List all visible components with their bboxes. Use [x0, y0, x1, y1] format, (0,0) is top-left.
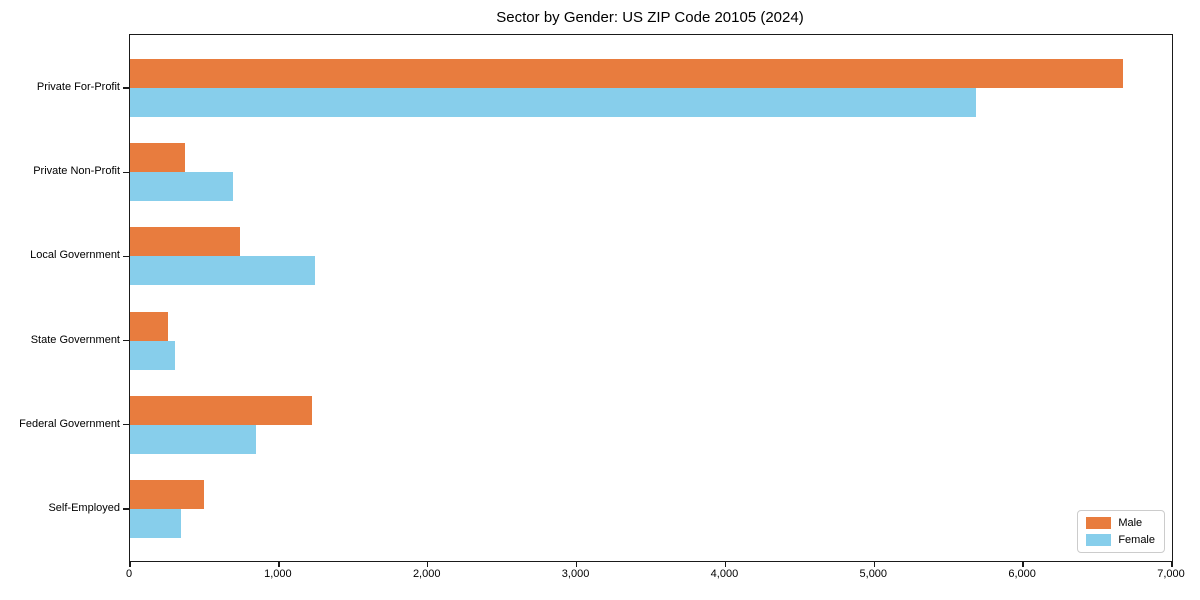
- y-tick-label: Self-Employed: [48, 502, 120, 514]
- bar: [130, 88, 976, 117]
- y-tick-label: State Government: [30, 333, 120, 346]
- x-tick-mark: [724, 562, 727, 567]
- x-tick-label: 0: [125, 568, 133, 580]
- x-tick-mark: [427, 562, 429, 567]
- x-tick-label: 4,000: [710, 568, 739, 580]
- bar: [130, 424, 256, 454]
- x-tick-mark: [129, 562, 131, 567]
- x-tick-mark: [575, 562, 578, 567]
- y-tick-mark: [122, 255, 129, 258]
- y-tick-label: Federal Government: [19, 417, 120, 430]
- x-tick-label: 2,000: [412, 568, 441, 580]
- y-tick-mark: [122, 339, 129, 342]
- y-tick-mark: [122, 171, 129, 173]
- legend-swatch: [1086, 517, 1112, 529]
- bar: [130, 143, 186, 173]
- y-tick-mark: [122, 87, 129, 89]
- bar: [130, 59, 1123, 88]
- x-tick-label: 7,000: [1157, 568, 1185, 580]
- legend-item-male: Male: [1086, 517, 1155, 529]
- x-tick-label: 6,000: [1008, 568, 1036, 580]
- bar: [130, 340, 175, 370]
- x-tick-label: 5,000: [859, 568, 888, 580]
- y-tick-mark: [122, 424, 129, 426]
- y-tick-label: Private For-Profit: [36, 81, 120, 93]
- plot-area: Male Female: [122, 34, 1173, 567]
- x-tick-label: 3,000: [561, 568, 590, 580]
- legend-item-female: Female: [1086, 534, 1155, 546]
- bar: [130, 509, 182, 538]
- legend-swatch: [1086, 534, 1112, 546]
- x-tick-mark: [873, 562, 875, 567]
- x-tick-mark: [1022, 562, 1024, 567]
- y-tick-label: Private Non-Profit: [33, 165, 120, 178]
- bar: [130, 172, 233, 202]
- y-tick-label: Local Government: [30, 249, 120, 262]
- legend-label: Male: [1118, 517, 1143, 529]
- bar: [130, 480, 205, 509]
- x-tick-mark: [1171, 562, 1173, 567]
- chart-title: Sector by Gender: US ZIP Code 20105 (202…: [496, 9, 804, 26]
- bar: [130, 395, 312, 425]
- x-tick-mark: [278, 562, 280, 567]
- x-tick-label: 1,000: [264, 568, 292, 580]
- bar: [130, 311, 168, 341]
- legend-label: Female: [1118, 534, 1155, 546]
- bar: [130, 256, 315, 286]
- legend: Male Female: [1077, 510, 1165, 553]
- bar: [130, 227, 241, 257]
- y-tick-mark: [122, 508, 129, 510]
